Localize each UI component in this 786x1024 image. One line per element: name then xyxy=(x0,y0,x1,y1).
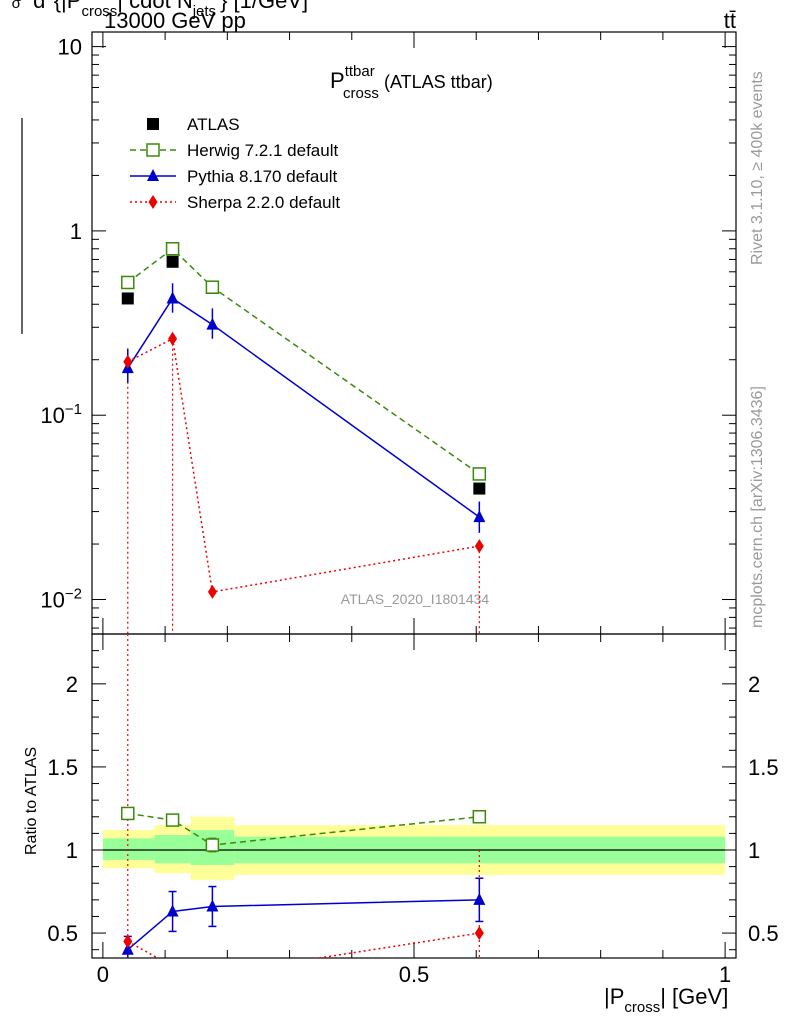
series-point xyxy=(123,354,133,369)
ratio-tick-label-left: 2 xyxy=(66,672,78,697)
ratio-y-label: Ratio to ATLAS xyxy=(23,747,40,855)
ratio-series-point xyxy=(123,934,133,949)
atlas-point xyxy=(473,482,486,495)
legend-label: Sherpa 2.2.0 default xyxy=(187,193,340,212)
ratio-series-point xyxy=(208,968,217,982)
atlas-point xyxy=(166,255,179,268)
ratio-tick-label-right: 2 xyxy=(748,672,760,697)
x-tick-label: 0 xyxy=(97,962,109,987)
legend-item: Sherpa 2.2.0 default xyxy=(130,193,340,212)
y-tick-label: 10−1 xyxy=(40,401,82,428)
rivet-label: Rivet 3.1.10, ≥ 400k events xyxy=(749,71,766,265)
legend-marker xyxy=(147,118,159,130)
legend-marker xyxy=(146,143,160,157)
mcplots-label: mcplots.cern.ch [arXiv:1306.3436] xyxy=(749,386,766,628)
series-point xyxy=(166,291,179,304)
ratio-series-point xyxy=(205,838,220,852)
mcplots-label-group: mcplots.cern.ch [arXiv:1306.3436] xyxy=(749,386,766,628)
y-tick-label: 10 xyxy=(58,35,82,60)
ratio-tick-label-left: 1 xyxy=(66,838,78,863)
rivet-label-group: Rivet 3.1.10, ≥ 400k events xyxy=(749,71,766,265)
series-point xyxy=(121,275,135,290)
ratio-tick-label-left: 0.5 xyxy=(47,921,78,946)
series-point xyxy=(472,467,487,481)
main-plot-area xyxy=(121,242,487,634)
ratio-series-point xyxy=(165,813,180,827)
main-y-ticks xyxy=(92,46,736,629)
analysis-watermark: ATLAS_2020_I1801434 xyxy=(341,591,490,607)
series-point xyxy=(474,539,484,554)
series-line xyxy=(127,337,480,593)
legend: ATLAS Herwig 7.2.1 default Pythia 8.170 de… xyxy=(130,115,340,212)
y-axis-label-text: d1σdd2{|Pcross| cdot Njets} [1/GeV] xyxy=(0,0,308,20)
legend-item: ATLAS xyxy=(147,115,240,134)
series-point xyxy=(205,280,220,294)
x-axis-label: |Pcross| [GeV] xyxy=(604,984,728,1016)
energy-label: 13000 GeV pp xyxy=(104,8,246,33)
legend-label: ATLAS xyxy=(187,115,240,134)
atlas-point xyxy=(121,292,134,305)
ratio-series-line xyxy=(127,899,480,951)
legend-item: Pythia 8.170 default xyxy=(130,167,338,186)
ratio-band-inner xyxy=(154,835,191,864)
ratio-y-label-text: Ratio to ATLAS xyxy=(23,747,40,855)
x-ticks xyxy=(102,32,726,958)
ratio-tick-label-right: 1.5 xyxy=(748,755,779,780)
ratio-series-point xyxy=(472,810,487,824)
series-line xyxy=(127,297,480,518)
y-tick-label: 1 xyxy=(70,219,82,244)
series-point xyxy=(473,510,486,523)
y-tick-label: 10−2 xyxy=(40,586,82,613)
ratio-y-ticks xyxy=(92,650,736,951)
ratio-series-point xyxy=(206,899,219,912)
ratio-tick-label-right: 1 xyxy=(748,838,760,863)
ratio-series-point xyxy=(168,959,177,973)
ratio-series-line xyxy=(127,932,480,958)
series-point xyxy=(206,317,219,330)
legend-label: Herwig 7.2.1 default xyxy=(187,141,338,160)
process-label: tt̄ xyxy=(724,8,736,33)
ratio-series-point xyxy=(166,904,179,917)
chart-title: Pttbar cross(ATLAS ttbar) xyxy=(330,63,493,102)
ratio-series-point xyxy=(473,892,486,905)
ratio-tick-label-right: 0.5 xyxy=(748,921,779,946)
ratio-series-line xyxy=(127,812,480,846)
series-point xyxy=(165,242,180,256)
series-line xyxy=(127,247,480,475)
ratio-plot-area xyxy=(121,634,487,982)
legend-marker xyxy=(147,169,159,181)
ratio-series-point xyxy=(474,926,484,941)
legend-marker xyxy=(148,195,158,209)
x-tick-label: 1 xyxy=(719,962,731,987)
ratio-series-point xyxy=(121,942,134,955)
ratio-series-point xyxy=(121,806,135,821)
legend-item: Herwig 7.2.1 default xyxy=(130,141,338,160)
series-point xyxy=(168,331,178,346)
ratio-bands xyxy=(102,816,726,880)
ratio-tick-label-left: 1.5 xyxy=(47,755,78,780)
ratio-band-inner xyxy=(102,838,155,860)
series-point xyxy=(207,584,217,599)
legend-label: Pythia 8.170 default xyxy=(187,167,338,186)
x-tick-label: 0.5 xyxy=(399,962,430,987)
